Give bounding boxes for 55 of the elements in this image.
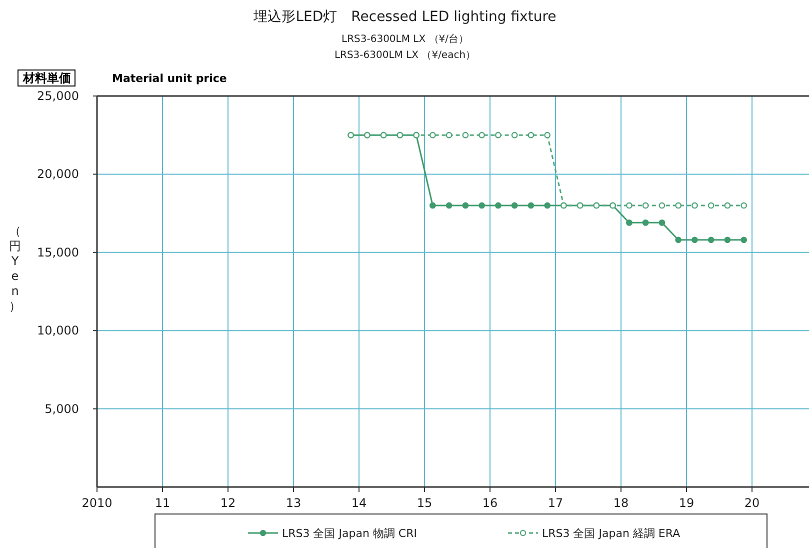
point xyxy=(724,236,731,244)
x-tick-label: 17 xyxy=(548,496,564,510)
x-tick-label: 11 xyxy=(154,496,170,510)
point xyxy=(675,202,682,209)
point xyxy=(692,202,698,209)
point xyxy=(462,202,469,209)
y-tick-label: 5,000 xyxy=(44,402,79,416)
chart-subtitle: LRS3-6300LM LX （¥/台） LRS3-6300LM LX （¥/each） xyxy=(334,33,476,61)
point xyxy=(478,132,486,138)
x-tick-label: 13 xyxy=(286,496,302,510)
text: 材料単価 xyxy=(22,71,71,85)
y-axis-title: （円 Yen） xyxy=(9,224,21,313)
point xyxy=(642,202,649,209)
point xyxy=(724,202,731,209)
point xyxy=(692,236,698,244)
point xyxy=(740,202,748,209)
x-tick-label: 14 xyxy=(351,496,367,510)
point xyxy=(494,202,502,209)
point xyxy=(708,236,714,244)
point xyxy=(462,132,469,138)
point xyxy=(528,132,534,138)
point xyxy=(626,202,632,209)
point xyxy=(658,219,666,226)
point xyxy=(478,202,486,209)
point xyxy=(740,236,748,244)
y-tick-label: 15,000 xyxy=(37,245,79,260)
point xyxy=(429,132,436,138)
y-tick-label: 25,000 xyxy=(37,89,79,103)
point xyxy=(528,202,534,209)
point xyxy=(544,202,551,209)
point xyxy=(494,132,502,138)
x-tick-label: 16 xyxy=(482,496,498,510)
point xyxy=(626,219,632,226)
x-tick-label: 19 xyxy=(678,496,694,510)
point xyxy=(708,202,714,209)
x-tick-label: 18 xyxy=(613,496,629,510)
text: Material unit price xyxy=(112,72,227,85)
point xyxy=(511,132,518,138)
y-tick-label: 20,000 xyxy=(37,167,79,182)
x-tick-label: 20 xyxy=(744,496,760,510)
x-tick-label: 12 xyxy=(220,496,236,510)
point xyxy=(658,202,666,209)
legend-label: LRS3 全国 Japan 経調 ERA xyxy=(542,527,681,540)
point xyxy=(544,132,551,138)
y-tick-label: 10,000 xyxy=(37,324,79,338)
point xyxy=(429,202,436,209)
chart-title: 埋込形LED灯 Recessed LED lighting fixture xyxy=(252,9,556,25)
point xyxy=(446,202,452,209)
point xyxy=(511,202,518,209)
point xyxy=(446,132,452,138)
point xyxy=(675,236,682,244)
x-tick-label: 15 xyxy=(416,496,432,510)
legend-label: LRS3 全国 Japan 物調 CRI xyxy=(282,527,417,540)
x-tick-label: 2010 xyxy=(82,496,112,510)
point xyxy=(642,219,649,226)
